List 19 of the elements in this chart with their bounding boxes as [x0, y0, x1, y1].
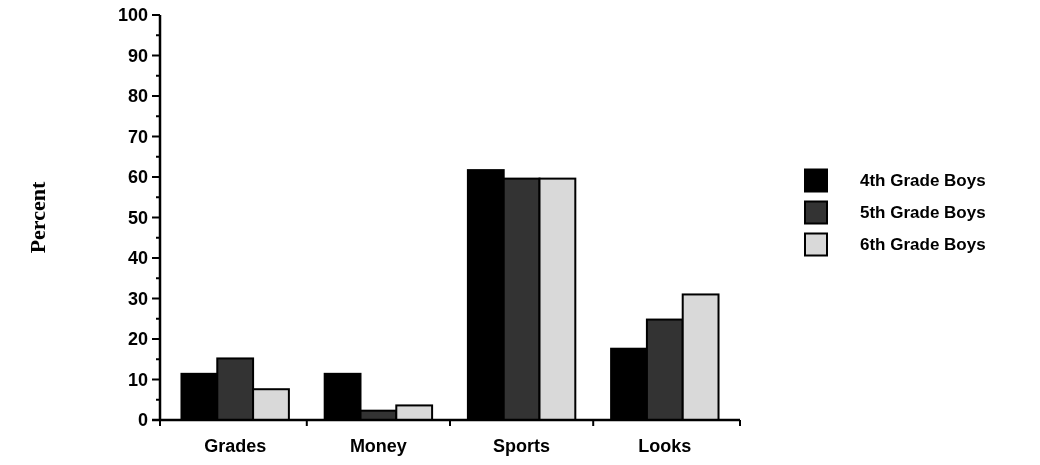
- y-tick-label: 90: [127, 45, 148, 66]
- y-tick-label: 60: [127, 167, 148, 188]
- y-tick-label: 70: [127, 126, 148, 147]
- y-tick-label: 10: [127, 369, 148, 390]
- y-axis-title: Percent: [25, 181, 50, 254]
- y-tick-label: 20: [127, 329, 148, 350]
- y-tick-label: 40: [127, 248, 148, 269]
- y-tick-label: 0: [137, 410, 148, 431]
- x-tick-label: Sports: [493, 436, 551, 456]
- y-tick-label: 80: [127, 86, 148, 107]
- x-tick-label: Looks: [638, 436, 692, 456]
- y-tick-label: 50: [127, 207, 148, 228]
- y-tick-label: 30: [127, 288, 148, 309]
- y-tick-label: 100: [117, 5, 148, 26]
- legend-label: 4th Grade Boys: [860, 171, 986, 191]
- legend-label: 6th Grade Boys: [860, 235, 986, 255]
- x-tick-label: Grades: [204, 436, 267, 456]
- legend-label: 5th Grade Boys: [860, 203, 986, 223]
- x-tick-label: Money: [349, 436, 407, 456]
